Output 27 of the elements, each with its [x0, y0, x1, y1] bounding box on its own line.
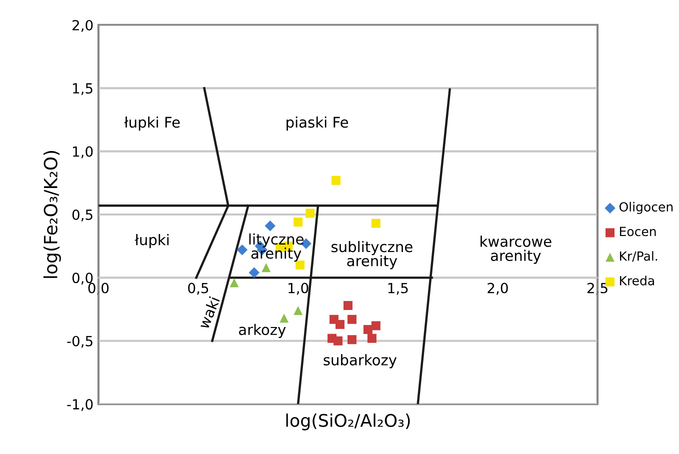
x-axis-title: log(SiO₂/Al₂O₃): [286, 414, 410, 430]
y-tick-label: 1,0: [73, 146, 93, 158]
y-tick-label: -1,0: [67, 399, 93, 411]
annotation: łupki: [134, 234, 169, 248]
x-tick-label: 2,0: [488, 282, 508, 295]
annotation: sublityczne arenity: [332, 240, 412, 270]
y-tick-label: 2,0: [72, 20, 93, 32]
legend-label: Oligocen: [619, 202, 673, 214]
annotation: waki: [198, 296, 220, 330]
y-axis-title: log(Fe₂O₃/K₂O): [43, 150, 61, 278]
x-tick-label: 0,0: [88, 282, 109, 295]
annotation: łupki Fe: [124, 116, 180, 131]
legend-label: Eocen: [620, 226, 656, 236]
x-tick-label: 1,5: [388, 282, 408, 295]
y-tick-label: 1,5: [73, 83, 92, 96]
y-tick-label: -0,5: [67, 336, 92, 348]
x-tick-label: 0,5: [188, 282, 208, 295]
legend-label: Kr/Pal.: [620, 251, 658, 262]
annotation: arkozy: [238, 324, 286, 338]
y-tick-label: 0,5: [72, 209, 92, 222]
annotation: lityczne arenity: [249, 233, 304, 262]
annotation: subarkozy: [324, 354, 397, 368]
y-tick-label: 0,0: [72, 272, 93, 285]
annotation: kwarcowe arenity: [480, 236, 552, 264]
legend-label: Kreda: [620, 276, 654, 286]
x-tick-label: 1,0: [288, 282, 308, 295]
annotation: piaski Fe: [286, 116, 348, 131]
